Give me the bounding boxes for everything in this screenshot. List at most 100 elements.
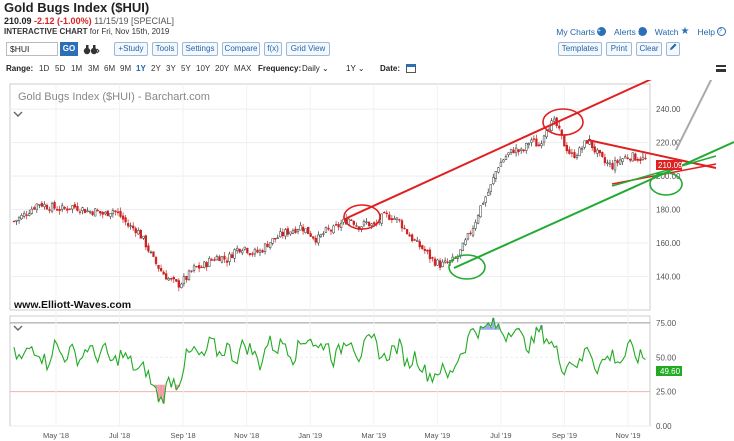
candle-body [66, 208, 69, 211]
range-6m[interactable]: 6M [104, 64, 116, 73]
chart-area[interactable]: 140.00 160.00 180.00 200.00 220.00 240.00 0.00… [0, 65, 734, 441]
fx-button[interactable]: f(x) [264, 42, 282, 56]
candle-body [238, 248, 241, 253]
templates-button[interactable]: Templates [558, 42, 602, 56]
candle-body [177, 280, 180, 288]
tools-button[interactable]: Tools [152, 42, 178, 56]
range-3y[interactable]: 3Y [166, 64, 176, 73]
symbol-input[interactable] [6, 42, 58, 56]
range-20y[interactable]: 20Y [215, 64, 230, 73]
candle-body [446, 261, 449, 264]
candle-body [157, 264, 160, 269]
candle-body [246, 248, 249, 254]
print-button[interactable]: Print [606, 42, 632, 56]
menu-icon[interactable] [716, 65, 726, 72]
candle-body [636, 159, 640, 161]
range-5d[interactable]: 5D [55, 64, 66, 73]
candle-body [152, 251, 155, 257]
watch-label: Watch [654, 26, 679, 37]
candle-body [228, 253, 231, 262]
range-2y[interactable]: 2Y [151, 64, 161, 73]
candle-body [626, 157, 629, 159]
help-link[interactable]: Help? [698, 26, 726, 37]
range-5y[interactable]: 5Y [181, 64, 191, 73]
range-10y[interactable]: 10Y [196, 64, 211, 73]
x-axis-tick: Sep '19 [552, 431, 577, 440]
pencil-icon[interactable] [666, 42, 680, 56]
watch-link[interactable]: Watch ★ [655, 26, 690, 37]
range-1d[interactable]: 1D [39, 64, 50, 73]
candle-body [405, 229, 409, 235]
settings-button[interactable]: Settings [182, 42, 218, 56]
candle-body [482, 203, 485, 205]
binoculars-icon[interactable] [82, 43, 100, 55]
candle-body [613, 160, 617, 171]
red-triangle-top [587, 139, 717, 169]
candle-body [147, 245, 150, 252]
candle-body [215, 256, 219, 261]
x-axis-tick: Nov '18 [234, 431, 259, 440]
my-charts-link[interactable]: My Charts + [556, 26, 607, 37]
grid-view-button[interactable]: Grid View [286, 42, 330, 56]
chart-svg[interactable]: 140.00 160.00 180.00 200.00 220.00 240.00 0.00… [0, 65, 734, 441]
frequency-select[interactable]: Daily ⌄ [302, 64, 329, 73]
top-links: My Charts + Alerts! Watch ★ Help? [556, 26, 726, 37]
candle-body [509, 148, 513, 153]
candle-body [58, 209, 61, 212]
price-axis-tick: 220.00 [656, 139, 681, 148]
candle-body [471, 228, 475, 236]
range-1y[interactable]: 1Y [136, 64, 146, 73]
range-1m[interactable]: 1M [71, 64, 83, 73]
alerts-link[interactable]: Alerts! [614, 26, 647, 37]
candle-body [421, 245, 424, 250]
candle-body [365, 221, 368, 223]
candle-body [380, 213, 383, 224]
calendar-icon[interactable] [406, 64, 416, 73]
candle-body [403, 227, 406, 230]
clear-button[interactable]: Clear [636, 42, 662, 56]
range-3m[interactable]: 3M [88, 64, 100, 73]
candle-body [499, 161, 503, 167]
candle-body [225, 260, 229, 263]
candle-body [86, 210, 89, 213]
candle-body [494, 171, 497, 179]
candle-body [641, 156, 645, 160]
price-line: 210.09 -2.12 (-1.00%) 11/15/19 [SPECIAL] [4, 16, 174, 26]
candle-body [167, 278, 170, 281]
candle-body [400, 220, 404, 229]
candle-body [291, 230, 295, 234]
range-9m[interactable]: 9M [120, 64, 132, 73]
candle-body [603, 157, 607, 164]
range-bar: Range: 1D 5D 1M 3M 6M 9M 1Y 2Y 3Y 5Y 10Y… [6, 63, 728, 77]
period-select[interactable]: 1Y ⌄ [346, 64, 365, 73]
add-study-button[interactable]: +Study [114, 42, 148, 56]
candle-body [476, 215, 480, 224]
candle-body [317, 234, 320, 244]
candle-body [464, 239, 467, 245]
candle-body [106, 210, 109, 217]
chart-watermark: Gold Bugs Index ($HUI) - Barchart.com [18, 91, 210, 103]
price-axis-tick: 180.00 [656, 206, 681, 215]
range-label: Range: [6, 64, 34, 73]
candle-body [312, 236, 315, 239]
candle-body [532, 138, 536, 140]
go-button[interactable]: GO [60, 42, 78, 56]
candle-body [276, 237, 279, 239]
candle-body [134, 228, 137, 234]
candle-body [512, 149, 515, 154]
candle-body [596, 149, 599, 154]
candle-body [274, 238, 277, 240]
candle-body [121, 215, 125, 220]
candle-body [139, 230, 142, 239]
range-max[interactable]: MAX [234, 64, 252, 73]
candle-body [497, 167, 500, 173]
collapse-icon[interactable] [13, 325, 23, 331]
candle-body [132, 225, 135, 229]
compare-button[interactable]: Compare [222, 42, 260, 56]
candle-body [200, 266, 203, 269]
collapse-icon[interactable] [13, 111, 23, 117]
candle-body [304, 228, 307, 233]
plus-icon: + [597, 27, 607, 36]
candle-body [296, 229, 300, 232]
candle-body [63, 207, 66, 209]
